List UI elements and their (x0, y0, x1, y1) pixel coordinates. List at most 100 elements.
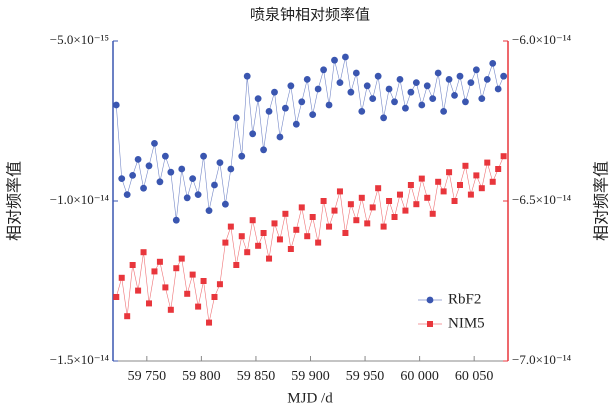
data-point (363, 82, 371, 90)
data-point (178, 165, 186, 173)
x-axis-label: MJD /d (287, 390, 333, 406)
data-point (172, 216, 180, 224)
data-point (211, 181, 218, 189)
y-axis-label: 相对频率值 (6, 161, 24, 241)
data-point (123, 191, 131, 199)
y-tick-label: −1.5×10⁻¹⁴ (50, 352, 110, 367)
data-point (222, 239, 229, 246)
x-tick-label: 60 050 (455, 369, 494, 384)
x-tick-label: 59 900 (291, 369, 330, 384)
data-point (118, 274, 125, 281)
data-point (183, 194, 191, 202)
data-point (369, 204, 376, 211)
data-point (227, 223, 234, 230)
data-point (462, 98, 469, 106)
data-point (369, 95, 377, 102)
data-point (135, 287, 142, 294)
data-point (473, 172, 480, 179)
data-point (255, 242, 262, 249)
data-point (489, 60, 497, 67)
data-point (347, 88, 355, 96)
data-point (178, 255, 185, 262)
data-point (173, 265, 180, 272)
data-point (347, 201, 354, 208)
data-point (380, 114, 388, 122)
data-point (145, 162, 153, 170)
data-point (309, 111, 317, 118)
data-point (221, 200, 229, 208)
data-point (298, 98, 306, 106)
data-point (478, 185, 485, 192)
data-point (331, 56, 338, 64)
data-point (205, 207, 213, 215)
data-point (216, 159, 224, 167)
data-point (407, 182, 414, 188)
data-point (326, 223, 333, 230)
data-point (161, 152, 169, 160)
data-point (353, 217, 360, 224)
data-point (391, 214, 398, 220)
data-point (118, 175, 126, 183)
data-point (489, 178, 496, 185)
data-point (467, 191, 474, 198)
data-point (200, 278, 207, 284)
data-point (140, 184, 147, 192)
data-point (113, 294, 120, 300)
y2-tick-label: −6.5×10⁻¹⁴ (512, 192, 572, 207)
data-point (162, 284, 169, 291)
data-point (243, 72, 251, 80)
data-point (418, 101, 426, 109)
data-point (206, 319, 213, 326)
y2-tick-label: −6.0×10⁻¹⁴ (512, 32, 572, 47)
data-point (467, 79, 475, 86)
data-point (342, 230, 349, 236)
data-point (249, 217, 256, 224)
data-point (244, 249, 251, 256)
data-point (380, 223, 387, 230)
data-point (216, 281, 223, 288)
data-point (495, 166, 502, 172)
chart-title: 喷泉钟相对频率值 (250, 6, 370, 23)
data-point (385, 85, 393, 93)
data-point (266, 255, 273, 262)
data-point (309, 214, 316, 220)
data-point (276, 236, 283, 243)
data-point (189, 175, 197, 183)
data-point (260, 230, 267, 236)
series-line (115, 156, 504, 323)
data-point (276, 133, 284, 141)
data-point (358, 194, 365, 201)
legend-label: RbF2 (448, 291, 481, 307)
data-point (195, 303, 202, 310)
data-point (292, 120, 300, 128)
data-point (374, 72, 382, 80)
data-point (456, 182, 463, 188)
data-point (375, 185, 382, 192)
data-point (336, 188, 343, 195)
data-point (364, 220, 371, 227)
y2-axis-label: 相对频率值 (593, 161, 611, 241)
y-tick-label: −1.0×10⁻¹⁴ (50, 192, 110, 207)
x-tick-label: 59 850 (237, 369, 276, 384)
data-point (424, 194, 431, 201)
data-point (391, 98, 398, 106)
data-point (156, 258, 163, 265)
x-tick-label: 59 800 (182, 369, 221, 384)
data-point (238, 152, 246, 160)
data-point (112, 101, 120, 109)
data-point (140, 249, 147, 256)
data-point (435, 178, 442, 185)
data-point (314, 85, 322, 93)
data-point (227, 165, 235, 173)
data-point (282, 104, 289, 112)
data-point (200, 152, 207, 160)
x-tick-label: 59 950 (346, 369, 385, 384)
x-tick-label: 59 750 (128, 369, 167, 384)
data-point (456, 72, 464, 80)
data-point (407, 88, 415, 96)
data-point (320, 198, 327, 204)
data-point (445, 76, 453, 83)
data-point (265, 108, 273, 115)
data-point (342, 53, 349, 61)
